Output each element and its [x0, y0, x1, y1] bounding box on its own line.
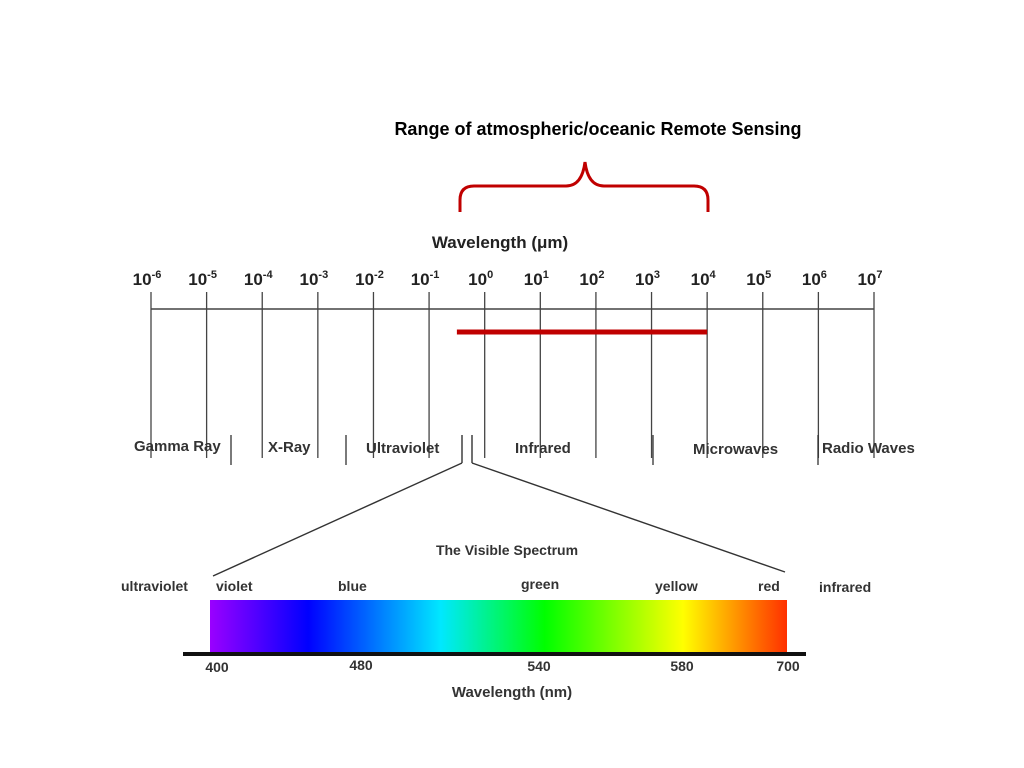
band-labels: Gamma Ray X-Ray Ultraviolet Infrared Mic… — [134, 438, 915, 458]
wavelength-tick-labels: 10-6 10-5 10-4 10-3 10-2 10-1 100 101 102 103 104 1… — [133, 269, 883, 289]
band-label-radio-waves: Radio Waves — [822, 440, 915, 457]
funnel-line-left — [212, 462, 463, 577]
nm-tick-480: 480 — [349, 657, 373, 673]
band-label-microwaves: Microwaves — [693, 441, 778, 458]
visible-spectrum-title: The Visible Spectrum — [436, 542, 578, 558]
tick-label-10e4: 104 — [691, 269, 717, 289]
remote-sensing-headline: Range of atmospheric/oceanic Remote Sens… — [394, 119, 801, 139]
wavelength-um-title: Wavelength (μm) — [432, 233, 568, 252]
label-red: red — [758, 578, 780, 594]
tick-label-10e-2: 10-2 — [355, 269, 384, 289]
band-label-x-ray: X-Ray — [268, 439, 311, 456]
tick-label-10e-6: 10-6 — [133, 269, 162, 289]
label-ultraviolet: ultraviolet — [121, 578, 188, 594]
band-label-infrared: Infrared — [515, 440, 571, 457]
tick-label-10e-1: 10-1 — [411, 269, 440, 289]
tick-label-10e-4: 10-4 — [244, 269, 274, 289]
tick-label-10e5: 105 — [746, 269, 771, 289]
tick-label-10e2: 102 — [579, 269, 604, 289]
nm-tick-labels: 400 480 540 580 700 — [205, 657, 800, 675]
tick-label-10e7: 107 — [857, 269, 882, 289]
visible-spectrum-bar — [210, 600, 787, 652]
nm-tick-400: 400 — [205, 659, 229, 675]
visible-color-labels: ultraviolet violet blue green yellow red… — [121, 576, 871, 595]
tick-label-10e-5: 10-5 — [188, 269, 217, 289]
label-infrared: infrared — [819, 579, 871, 595]
nm-tick-700: 700 — [776, 658, 800, 674]
wavelength-scale — [150, 292, 875, 458]
tick-label-10e3: 103 — [635, 269, 660, 289]
funnel-line-right — [471, 462, 786, 573]
visible-funnel — [212, 435, 786, 577]
tick-label-10e0: 100 — [468, 269, 493, 289]
label-blue: blue — [338, 578, 367, 594]
nm-tick-580: 580 — [670, 658, 694, 674]
tick-label-10e1: 101 — [524, 269, 549, 289]
scale-gridlines — [150, 292, 875, 458]
tick-label-10e6: 106 — [802, 269, 827, 289]
band-label-ultraviolet: Ultraviolet — [366, 440, 439, 457]
nm-tick-540: 540 — [527, 658, 551, 674]
label-green: green — [521, 576, 559, 592]
band-separators — [230, 435, 819, 465]
wavelength-nm-title: Wavelength (nm) — [452, 684, 572, 701]
band-label-gamma-ray: Gamma Ray — [134, 438, 221, 455]
tick-label-10e-3: 10-3 — [299, 269, 328, 289]
label-yellow: yellow — [655, 578, 698, 594]
label-violet: violet — [216, 578, 253, 594]
remote-sensing-brace — [458, 161, 710, 212]
